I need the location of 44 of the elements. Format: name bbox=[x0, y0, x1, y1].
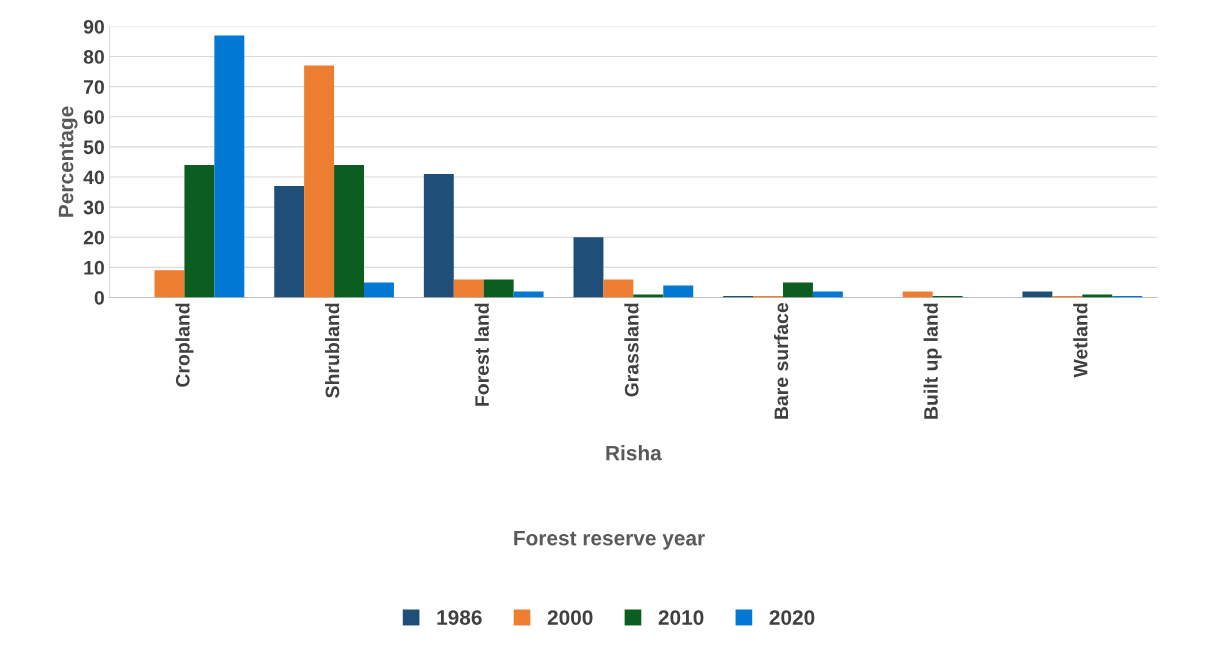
x-tick-label: Built up land bbox=[923, 303, 942, 419]
x-tick-label: Forest land bbox=[474, 303, 489, 406]
y-tick-label: 20 bbox=[83, 230, 104, 245]
legend-label: 2020 bbox=[769, 610, 815, 625]
x-tick-label: Shrubland bbox=[325, 303, 340, 398]
y-tick-label: 80 bbox=[83, 50, 104, 64]
y-tick-label: 90 bbox=[83, 19, 104, 34]
text: Forest reserve year bbox=[514, 530, 705, 550]
y-tick-label: 60 bbox=[83, 110, 104, 125]
bar bbox=[304, 65, 335, 298]
x-axis-title: Risha bbox=[606, 445, 662, 461]
x-tick-label: Grassland bbox=[624, 303, 639, 397]
y-tick-label: 0 bbox=[94, 290, 104, 305]
y-tick-label: 10 bbox=[84, 260, 104, 275]
y-tick-label: 70 bbox=[83, 80, 104, 94]
bar bbox=[633, 294, 664, 298]
y-axis-title: Percentage bbox=[58, 106, 78, 217]
y-tick-label: 50 bbox=[83, 140, 104, 155]
legend-label: 1986 bbox=[437, 610, 482, 625]
bar bbox=[364, 282, 394, 298]
bar bbox=[274, 186, 305, 298]
bar bbox=[423, 173, 454, 298]
bar bbox=[603, 279, 634, 298]
bar bbox=[184, 164, 215, 298]
bar bbox=[1082, 294, 1113, 298]
y-tick-label: 40 bbox=[83, 170, 104, 185]
bar bbox=[1022, 291, 1053, 298]
bar bbox=[453, 279, 484, 298]
legend-label: 2000 bbox=[547, 610, 593, 625]
bar bbox=[334, 164, 365, 298]
x-tick-label: Wetland bbox=[1073, 303, 1088, 378]
bar bbox=[812, 291, 843, 298]
x-tick-label: Bare surface bbox=[773, 302, 789, 419]
bar bbox=[783, 282, 813, 298]
bar bbox=[483, 279, 514, 298]
bar bbox=[513, 291, 544, 298]
x-tick-label: Cropland bbox=[175, 303, 194, 387]
legend-label: 2010 bbox=[658, 610, 704, 625]
bar bbox=[902, 291, 933, 298]
bar bbox=[214, 35, 245, 298]
bar bbox=[154, 270, 185, 298]
bar bbox=[573, 237, 604, 298]
bar bbox=[663, 285, 694, 298]
y-tick-label: 30 bbox=[83, 200, 104, 215]
